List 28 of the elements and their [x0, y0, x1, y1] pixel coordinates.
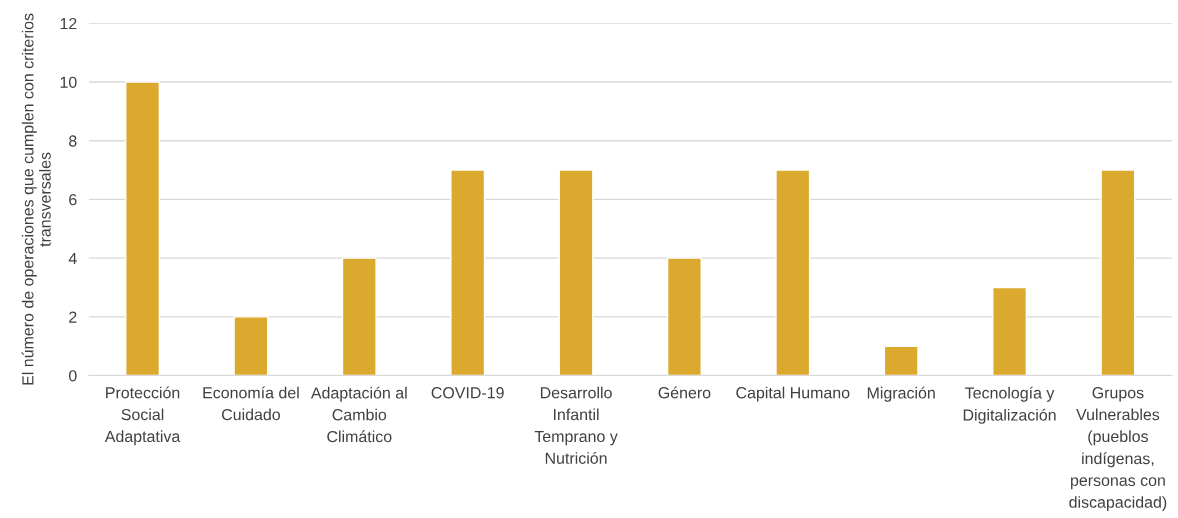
- y-axis-title: El número de operaciones que cumplen con criterios transversales: [21, 13, 51, 385]
- x-tick-label: Migración: [867, 386, 935, 402]
- bar: [341, 257, 377, 376]
- bar: [992, 286, 1028, 376]
- x-tick-label: Economía del Cuidado: [203, 386, 299, 421]
- x-tick-label: Grupos Vulnerables (pueblos indígenas, personas con discapacidad): [1069, 387, 1167, 512]
- x-tick-label: Protección Social Adaptativa: [104, 386, 181, 446]
- y-tick-label: 4: [68, 252, 77, 264]
- x-tick-label: Tecnología y Digitalización: [963, 386, 1056, 424]
- x-tick-label: Género: [658, 386, 711, 399]
- bar: [233, 316, 269, 376]
- bar: [1100, 169, 1136, 376]
- x-tick-label: Adaptación al Cambio Climático: [310, 386, 407, 443]
- bar: [125, 81, 161, 376]
- bar: [666, 257, 702, 376]
- bar: [883, 345, 919, 376]
- y-tick-label: 6: [69, 194, 77, 206]
- y-tick-label: 12: [60, 17, 77, 30]
- x-tick-label: Desarrollo Infantil Temprano y Nutrición: [534, 386, 618, 464]
- y-tick-label: 2: [69, 311, 77, 323]
- y-tick-label: 8: [69, 135, 77, 147]
- y-tick-label: 10: [60, 76, 77, 88]
- x-tick-label: Capital Humano: [736, 386, 850, 402]
- bar: [558, 169, 594, 376]
- bar: [450, 169, 486, 376]
- x-tick-label: COVID-19: [431, 387, 504, 399]
- bar: [775, 169, 811, 376]
- y-tick-label: 0: [68, 370, 77, 382]
